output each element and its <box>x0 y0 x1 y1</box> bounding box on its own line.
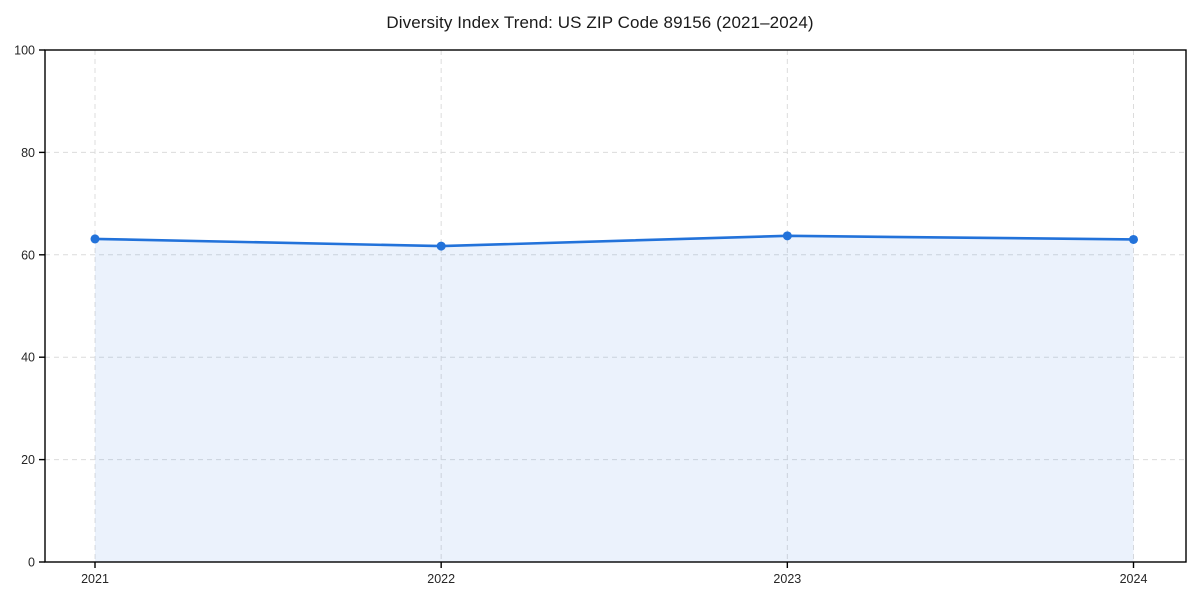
y-tick-label: 20 <box>21 453 35 467</box>
y-tick-label: 60 <box>21 248 35 262</box>
x-tick-label: 2021 <box>81 572 109 586</box>
data-point-marker <box>436 241 446 251</box>
y-tick-label: 100 <box>14 44 35 58</box>
plot-border <box>44 49 1187 563</box>
x-tick-label: 2023 <box>773 572 801 586</box>
chart-title: Diversity Index Trend: US ZIP Code 89156… <box>386 13 814 32</box>
data-point-marker <box>782 231 792 241</box>
data-point-marker <box>1129 234 1138 244</box>
y-tick-label: 40 <box>21 351 35 365</box>
y-tick-label: 0 <box>28 556 35 570</box>
area-fill <box>95 235 1134 562</box>
y-tick-label: 80 <box>21 146 35 160</box>
x-tick-label: 2022 <box>427 572 455 586</box>
x-tick-label: 2024 <box>1120 572 1148 586</box>
trend-line <box>93 234 1135 248</box>
data-point-marker <box>90 234 100 244</box>
